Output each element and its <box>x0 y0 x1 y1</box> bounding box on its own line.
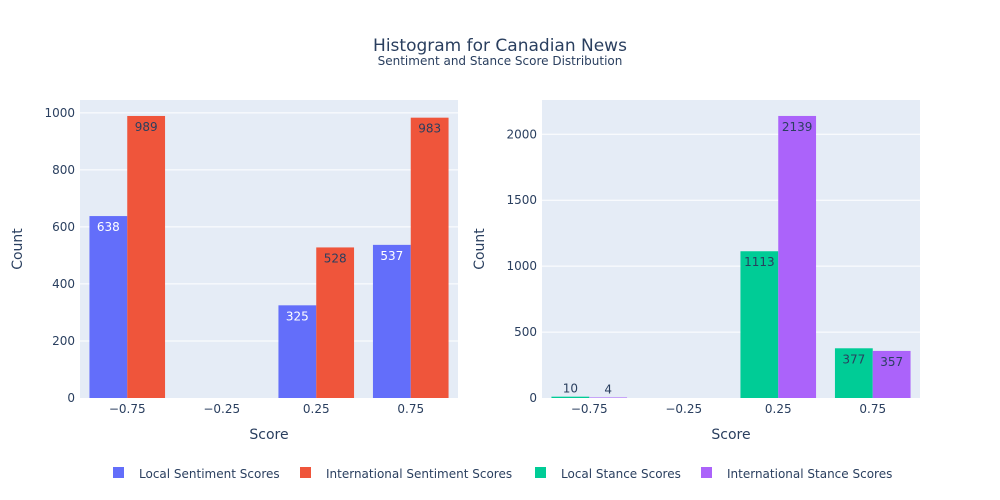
bar-value-label: 10 <box>563 382 578 396</box>
legend-label: International Stance Scores <box>727 467 892 481</box>
x-tick-label: −0.25 <box>203 402 240 416</box>
x-axis-title: Score <box>711 427 750 443</box>
x-axis-title: Score <box>249 427 288 443</box>
chart-subtitle: Sentiment and Stance Score Distribution <box>378 54 623 68</box>
y-axis-title: Count <box>472 228 488 270</box>
bar-value-label: 537 <box>380 249 403 263</box>
bar-value-label: 1113 <box>744 255 775 269</box>
bar-value-label: 325 <box>286 309 309 323</box>
legend-label: International Sentiment Scores <box>326 467 512 481</box>
x-tick-label: −0.25 <box>665 402 702 416</box>
x-tick-label: 0.25 <box>765 402 792 416</box>
y-tick-label: 200 <box>52 334 75 348</box>
y-tick-label: 800 <box>52 163 75 177</box>
y-tick-label: 1000 <box>506 259 537 273</box>
bar-value-label: 989 <box>135 120 158 134</box>
bar-local-stance-scores <box>740 251 779 398</box>
legend-label: Local Stance Scores <box>561 467 681 481</box>
bar-international-stance-scores <box>778 115 817 398</box>
x-tick-label: 0.75 <box>397 402 424 416</box>
bar-international-stance-scores <box>589 397 628 398</box>
bar-value-label: 2139 <box>782 120 813 134</box>
bar-value-label: 377 <box>842 352 865 366</box>
legend-item-international-stance-scores[interactable]: International Stance Scores <box>701 467 892 481</box>
y-tick-label: 0 <box>529 391 537 405</box>
y-tick-label: 1000 <box>44 106 75 120</box>
y-tick-label: 0 <box>67 391 75 405</box>
bar-international-sentiment-scores <box>127 115 166 399</box>
y-tick-label: 600 <box>52 220 75 234</box>
bar-value-label: 4 <box>604 382 612 396</box>
bar-international-stance-scores <box>872 350 911 398</box>
y-tick-label: 400 <box>52 277 75 291</box>
sentiment-subplot: 0 200 400 600 800 1000 −0.75 638 989 −0.25 0.25 325… <box>10 100 458 443</box>
legend-swatch <box>701 467 712 478</box>
x-tick-label: −0.75 <box>109 402 146 416</box>
bar-local-sentiment-scores <box>278 305 317 398</box>
legend-label: Local Sentiment Scores <box>139 467 280 481</box>
x-tick-label: −0.75 <box>571 402 608 416</box>
y-tick-label: 2000 <box>506 127 537 141</box>
bar-value-label: 528 <box>324 251 347 265</box>
legend-item-local-sentiment-scores[interactable]: Local Sentiment Scores <box>113 467 280 481</box>
bar-local-stance-scores <box>834 348 873 398</box>
legend-item-international-sentiment-scores[interactable]: International Sentiment Scores <box>300 467 512 481</box>
chart-title: Histogram for Canadian News <box>373 36 627 56</box>
bar-value-label: 638 <box>97 220 120 234</box>
bar-local-sentiment-scores <box>372 244 411 398</box>
bar-local-stance-scores <box>551 396 590 398</box>
x-tick-label: 0.25 <box>303 402 330 416</box>
bar-international-sentiment-scores <box>410 117 449 398</box>
bar-international-sentiment-scores <box>316 247 355 398</box>
bar-value-label: 983 <box>418 122 441 136</box>
stance-subplot: 0 500 1000 1500 2000 −0.75 10 4 −0.25 0.25 1113 213… <box>472 100 920 443</box>
y-tick-label: 1500 <box>506 193 537 207</box>
chart-legend: Local Sentiment Scores International Sent… <box>113 467 892 481</box>
bar-value-label: 357 <box>880 355 903 369</box>
bar-local-sentiment-scores <box>89 216 128 398</box>
legend-swatch <box>535 467 546 478</box>
legend-item-local-stance-scores[interactable]: Local Stance Scores <box>535 467 681 481</box>
x-tick-label: 0.75 <box>859 402 886 416</box>
y-axis-title: Count <box>10 228 26 270</box>
legend-swatch <box>300 467 311 478</box>
y-tick-label: 500 <box>514 325 537 339</box>
legend-swatch <box>113 467 124 478</box>
